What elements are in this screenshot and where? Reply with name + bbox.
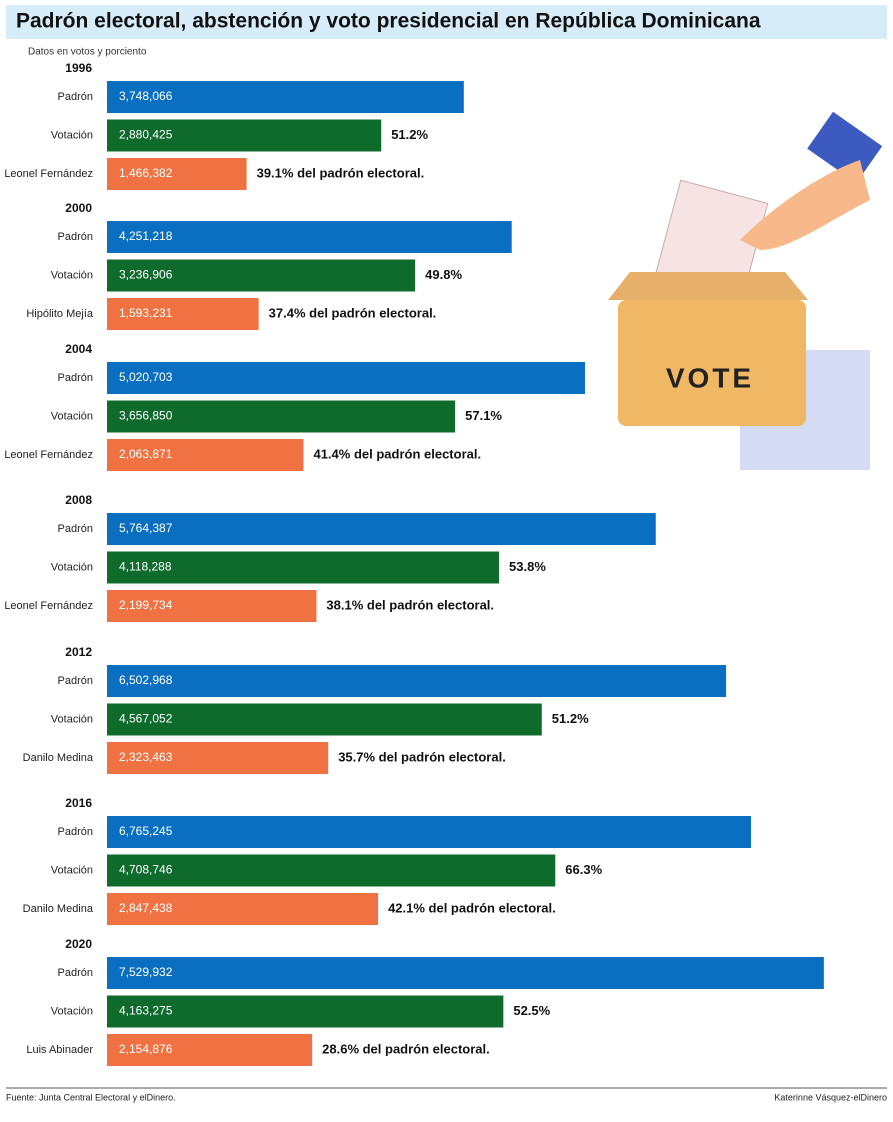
- category-label: Votación: [51, 410, 93, 422]
- category-label: Padrón: [58, 231, 93, 243]
- category-label: Danilo Medina: [23, 903, 94, 915]
- bar: [107, 742, 329, 774]
- credit: Katerinne Vásquez-elDinero: [774, 1092, 887, 1102]
- chart-title: Padrón electoral, abstención y voto pres…: [16, 10, 761, 33]
- value-label: 2,063,871: [119, 447, 173, 461]
- ballot-box: VOTE: [608, 111, 883, 470]
- box-top: [608, 272, 808, 300]
- category-label: Votación: [51, 713, 93, 725]
- group-label: 2020: [65, 937, 92, 951]
- sleeve: [807, 111, 883, 184]
- category-label: Luis Abinader: [26, 1044, 93, 1056]
- value-label: 4,708,746: [119, 863, 173, 877]
- category-label: Padrón: [58, 675, 93, 687]
- value-label: 7,529,932: [119, 965, 173, 979]
- annotation: 38.1% del padrón electoral.: [326, 597, 494, 612]
- bar: [107, 854, 556, 887]
- bar: [107, 665, 727, 697]
- category-label: Padrón: [58, 372, 93, 384]
- value-label: 1,593,231: [119, 306, 173, 320]
- category-label: Danilo Medina: [23, 752, 94, 764]
- value-label: 4,118,288: [119, 560, 172, 574]
- value-label: 2,323,463: [119, 750, 173, 764]
- annotation: 53.8%: [509, 559, 546, 574]
- value-label: 4,567,052: [119, 712, 173, 726]
- bar: [107, 119, 382, 152]
- bar: [107, 893, 379, 925]
- annotation: 39.1% del padrón electoral.: [257, 165, 425, 180]
- bar: [107, 439, 304, 471]
- category-label: Leonel Fernández: [4, 449, 93, 461]
- annotation: 66.3%: [565, 862, 602, 877]
- annotation: 51.2%: [552, 711, 589, 726]
- vote-text: VOTE: [666, 362, 754, 393]
- annotation: 49.8%: [425, 267, 462, 282]
- annotation: 57.1%: [465, 408, 502, 423]
- value-label: 6,502,968: [119, 673, 173, 687]
- hand: [740, 160, 870, 250]
- bar: [107, 703, 542, 736]
- bar: [107, 957, 824, 989]
- category-label: Votación: [51, 864, 93, 876]
- bar: [107, 298, 259, 330]
- category-label: Leonel Fernández: [4, 168, 93, 180]
- value-label: 5,764,387: [119, 521, 173, 535]
- category-label: Padrón: [58, 826, 93, 838]
- annotation: 51.2%: [391, 127, 428, 142]
- value-label: 3,748,066: [119, 89, 173, 103]
- value-label: 3,656,850: [119, 409, 173, 423]
- group-label: 1996: [65, 61, 92, 75]
- bar: [107, 259, 416, 292]
- category-label: Hipólito Mejía: [26, 308, 94, 320]
- bar: [107, 590, 317, 622]
- category-label: Votación: [51, 1005, 93, 1017]
- category-label: Padrón: [58, 523, 93, 535]
- category-label: Votación: [51, 129, 93, 141]
- category-label: Padrón: [58, 91, 93, 103]
- group-label: 2016: [65, 796, 92, 810]
- category-label: Votación: [51, 561, 93, 573]
- bar: [107, 513, 656, 545]
- box-body: [618, 300, 806, 426]
- value-label: 2,154,876: [119, 1042, 173, 1056]
- category-label: Leonel Fernández: [4, 600, 93, 612]
- bar: [107, 81, 464, 113]
- annotation: 52.5%: [513, 1003, 550, 1018]
- value-label: 3,236,906: [119, 268, 173, 282]
- annotation: 28.6% del padrón electoral.: [322, 1041, 490, 1056]
- source: Fuente: Junta Central Electoral y elDine…: [6, 1092, 176, 1102]
- bar: [107, 1034, 313, 1066]
- category-label: Votación: [51, 269, 93, 281]
- annotation: 42.1% del padrón electoral.: [388, 900, 556, 915]
- title-band: [6, 5, 887, 39]
- bar: [107, 158, 247, 190]
- bar: [107, 400, 456, 433]
- value-label: 2,847,438: [119, 901, 173, 915]
- group-label: 2008: [65, 493, 92, 507]
- value-label: 2,880,425: [119, 128, 173, 142]
- value-label: 4,251,218: [119, 229, 173, 243]
- annotation: 35.7% del padrón electoral.: [338, 749, 506, 764]
- value-label: 4,163,275: [119, 1004, 173, 1018]
- annotation: 41.4% del padrón electoral.: [313, 446, 481, 461]
- subtitle: Datos en votos y porciento: [28, 47, 147, 58]
- group-label: 2004: [65, 342, 92, 356]
- value-label: 6,765,245: [119, 824, 173, 838]
- annotation: 37.4% del padrón electoral.: [269, 305, 437, 320]
- bar: [107, 362, 585, 394]
- bar: [107, 816, 752, 848]
- value-label: 2,199,734: [119, 598, 173, 612]
- group-label: 2012: [65, 645, 92, 659]
- bar: [107, 551, 500, 584]
- group-label: 2000: [65, 201, 92, 215]
- value-label: 5,020,703: [119, 370, 173, 384]
- value-label: 1,466,382: [119, 166, 173, 180]
- bar: [107, 995, 504, 1028]
- bar: [107, 221, 512, 253]
- category-label: Padrón: [58, 967, 93, 979]
